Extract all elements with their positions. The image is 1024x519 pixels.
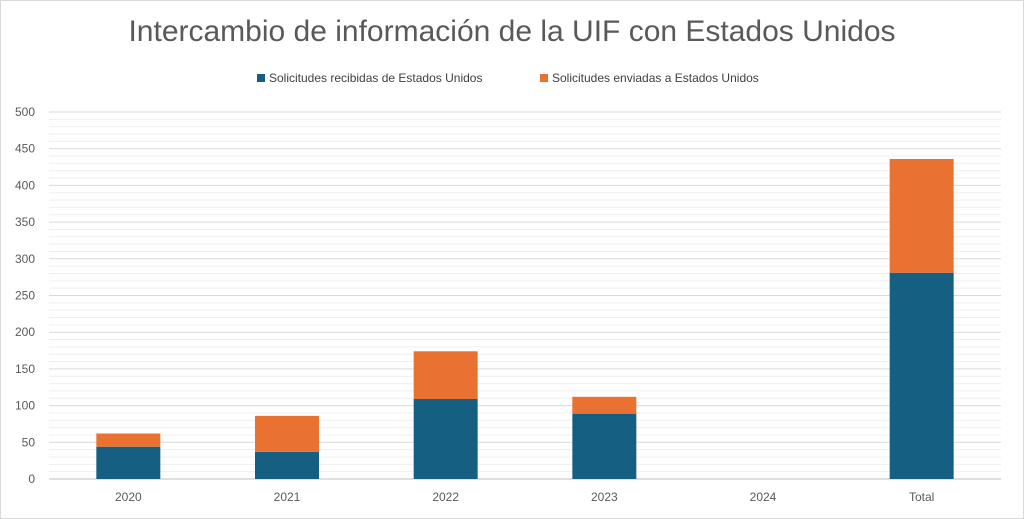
legend-swatch-sent — [540, 74, 548, 82]
y-tick-label: 50 — [22, 435, 36, 449]
bar-received — [889, 272, 954, 479]
y-tick-label: 250 — [15, 289, 35, 303]
bar-received — [255, 451, 319, 479]
y-tick-label: 100 — [15, 399, 35, 413]
legend-swatch-received — [257, 74, 265, 82]
y-tick-label: 450 — [15, 142, 35, 156]
bar-sent — [413, 351, 478, 399]
legend-label-sent: Solicitudes enviadas a Estados Unidos — [552, 71, 759, 85]
x-tick-label: 2021 — [274, 490, 301, 504]
y-tick-label: 500 — [15, 105, 35, 119]
x-tick-label: 2020 — [115, 490, 142, 504]
x-tick-label: Total — [909, 490, 934, 504]
y-tick-label: 400 — [15, 178, 35, 192]
y-tick-label: 300 — [15, 252, 35, 266]
y-tick-label: 150 — [15, 362, 35, 376]
x-tick-label: 2023 — [591, 490, 618, 504]
x-tick-label: 2022 — [432, 490, 459, 504]
legend-item-received: Solicitudes recibidas de Estados Unidos — [257, 71, 482, 85]
bar-received — [413, 398, 478, 479]
bar-sent — [96, 433, 161, 447]
bar-sent — [572, 396, 637, 414]
bar-received — [572, 413, 637, 479]
legend-item-sent: Solicitudes enviadas a Estados Unidos — [540, 71, 759, 85]
bar-received — [96, 446, 161, 479]
x-tick-label: 2024 — [750, 490, 777, 504]
y-tick-label: 350 — [15, 215, 35, 229]
legend-label-received: Solicitudes recibidas de Estados Unidos — [269, 71, 483, 85]
y-tick-label: 0 — [28, 472, 35, 486]
chart-title: Intercambio de información de la UIF con… — [128, 15, 896, 48]
y-tick-label: 200 — [15, 325, 35, 339]
bar-sent — [255, 415, 319, 452]
bar-sent — [889, 158, 954, 273]
